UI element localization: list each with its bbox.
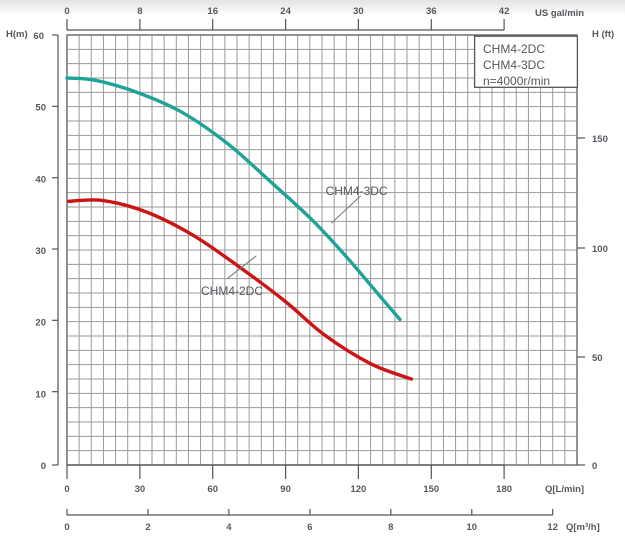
svg-text:CHM4-3DC: CHM4-3DC <box>326 184 388 198</box>
svg-text:30: 30 <box>135 484 146 495</box>
svg-text:10: 10 <box>467 522 478 533</box>
svg-text:Q[L/min]: Q[L/min] <box>545 484 584 495</box>
svg-text:H(m): H(m) <box>6 29 28 40</box>
svg-text:30: 30 <box>353 6 364 17</box>
svg-text:8: 8 <box>388 522 393 533</box>
svg-text:90: 90 <box>280 484 291 495</box>
svg-text:50: 50 <box>592 353 603 364</box>
svg-text:2: 2 <box>145 522 150 533</box>
svg-text:10: 10 <box>35 389 46 400</box>
svg-text:50: 50 <box>35 103 46 114</box>
svg-text:36: 36 <box>426 6 437 17</box>
svg-text:42: 42 <box>499 6 510 17</box>
svg-text:30: 30 <box>35 246 46 257</box>
svg-text:150: 150 <box>423 484 439 495</box>
svg-text:n=4000r/min: n=4000r/min <box>483 74 550 88</box>
svg-text:0: 0 <box>64 484 69 495</box>
svg-text:CHM4-3DC: CHM4-3DC <box>483 58 545 72</box>
svg-text:US gal/min: US gal/min <box>535 8 584 19</box>
svg-text:150: 150 <box>592 134 608 145</box>
svg-text:60: 60 <box>33 31 44 42</box>
svg-text:CHM4-2DC: CHM4-2DC <box>201 284 263 298</box>
svg-text:0: 0 <box>41 461 46 472</box>
svg-text:6: 6 <box>307 522 312 533</box>
svg-text:16: 16 <box>207 6 218 17</box>
svg-text:40: 40 <box>35 174 46 185</box>
svg-text:100: 100 <box>592 244 608 255</box>
svg-text:Q[m³/h]: Q[m³/h] <box>566 522 600 533</box>
svg-text:180: 180 <box>496 484 512 495</box>
svg-text:12: 12 <box>547 522 558 533</box>
svg-text:0: 0 <box>64 522 69 533</box>
svg-text:24: 24 <box>280 6 291 17</box>
svg-text:0: 0 <box>592 461 597 472</box>
svg-text:20: 20 <box>35 318 46 329</box>
svg-text:H (ft): H (ft) <box>592 29 614 40</box>
svg-text:CHM4-2DC: CHM4-2DC <box>483 42 545 56</box>
svg-text:0: 0 <box>64 6 69 17</box>
svg-text:120: 120 <box>350 484 366 495</box>
svg-text:60: 60 <box>207 484 218 495</box>
svg-text:8: 8 <box>137 6 142 17</box>
svg-text:4: 4 <box>226 522 232 533</box>
